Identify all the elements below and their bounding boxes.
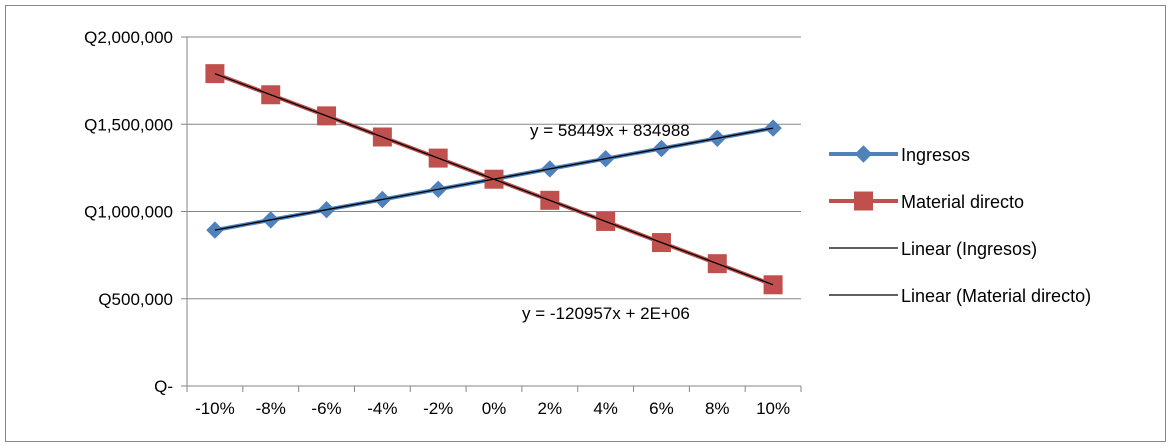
y-tick-label: Q1,000,000 — [84, 203, 173, 222]
x-tick-label: -8% — [256, 399, 286, 418]
x-tick-label: 0% — [482, 399, 507, 418]
material-directo-marker — [763, 275, 783, 295]
material-directo-marker — [205, 64, 225, 84]
x-tick-label: 10% — [756, 399, 790, 418]
trendline-material-directo — [214, 73, 774, 286]
chart-frame: Q- Q500,000 Q1,000,000 Q1,500,000 Q2,000,000… — [5, 5, 1166, 442]
x-tick-label: -4% — [367, 399, 397, 418]
y-tick-label: Q- — [154, 377, 173, 396]
trendline-equation-material-directo: y = -120957x + 2E+06 — [522, 304, 690, 323]
x-tick-label: 6% — [649, 399, 674, 418]
y-tick-label: Q1,500,000 — [84, 115, 173, 134]
legend-ingresos-label: Ingresos — [901, 145, 970, 165]
x-tick-label: 8% — [705, 399, 730, 418]
legend-material-directo-label: Material directo — [901, 192, 1024, 212]
legend-linear-material-directo-label: Linear (Material directo) — [901, 286, 1091, 306]
y-tick-label: Q2,000,000 — [84, 28, 173, 47]
x-tick-label: -2% — [423, 399, 453, 418]
x-tick-label: -10% — [195, 399, 235, 418]
line-chart: Q- Q500,000 Q1,000,000 Q1,500,000 Q2,000,000… — [84, 28, 1091, 418]
x-tick-label: -6% — [311, 399, 341, 418]
legend-ingresos-marker — [854, 145, 873, 163]
legend-linear-ingresos-label: Linear (Ingresos) — [901, 239, 1037, 259]
x-tick-label: 4% — [593, 399, 618, 418]
legend-material-directo-marker — [854, 191, 873, 211]
x-tick-label: 2% — [538, 399, 563, 418]
y-tick-label: Q500,000 — [98, 290, 173, 309]
trendline-equation-ingresos: y = 58449x + 834988 — [530, 121, 690, 140]
